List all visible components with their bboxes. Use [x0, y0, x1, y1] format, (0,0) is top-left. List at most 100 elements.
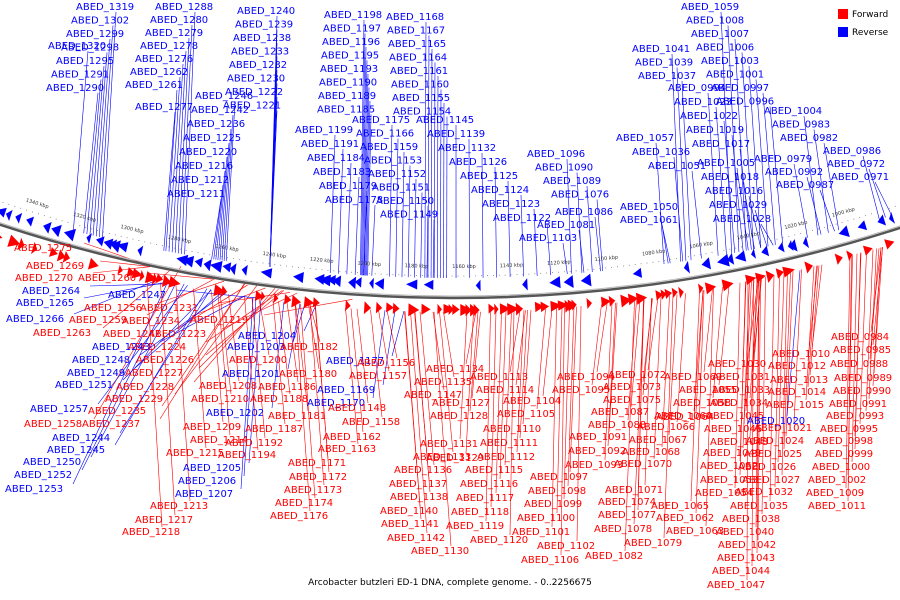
reverse-gene-label[interactable]: ABED_0971 [831, 172, 889, 183]
reverse-gene-label[interactable]: ABED_1247 [108, 290, 166, 301]
reverse-gene-label[interactable]: ABED_1191 [301, 139, 359, 150]
forward-gene-label[interactable]: ABED_1047 [707, 580, 765, 591]
reverse-gene-label[interactable]: ABED_1190 [319, 78, 377, 89]
reverse-gene-label[interactable]: ABED_1230 [227, 74, 285, 85]
forward-gene-label[interactable]: ABED_1065 [651, 501, 709, 512]
reverse-gene-label[interactable]: ABED_1261 [125, 80, 183, 91]
reverse-gene-label[interactable]: ABED_1089 [543, 176, 601, 187]
forward-gene-label[interactable]: ABED_1133 [413, 452, 471, 463]
reverse-gene-label[interactable]: ABED_1022 [680, 111, 738, 122]
forward-gene-label[interactable]: ABED_1000 [812, 462, 870, 473]
reverse-gene-label[interactable]: ABED_1203 [227, 342, 285, 353]
forward-gene-label[interactable]: ABED_1137 [389, 479, 447, 490]
reverse-gene-label[interactable]: ABED_1168 [386, 12, 444, 23]
forward-gene-label[interactable]: ABED_1215 [166, 448, 224, 459]
reverse-gene-label[interactable]: ABED_1076 [551, 190, 609, 201]
forward-gene-label[interactable]: ABED_1114 [476, 385, 534, 396]
forward-gene-label[interactable]: ABED_1258 [24, 419, 82, 430]
forward-gene-label[interactable]: ABED_1148 [328, 403, 386, 414]
forward-gene-label[interactable]: ABED_1031 [712, 372, 770, 383]
reverse-gene-label[interactable]: ABED_1145 [416, 115, 474, 126]
forward-gene-label[interactable]: ABED_1135 [414, 377, 472, 388]
forward-gene-label[interactable]: ABED_0995 [820, 424, 878, 435]
forward-gene-label[interactable]: ABED_1188 [250, 394, 308, 405]
forward-gene-label[interactable]: ABED_1087 [591, 407, 649, 418]
reverse-gene-label[interactable]: ABED_1096 [527, 149, 585, 160]
forward-gene-label[interactable]: ABED_1110 [483, 424, 541, 435]
forward-gene-label[interactable]: ABED_1077 [598, 510, 656, 521]
reverse-gene-label[interactable]: ABED_1211 [167, 189, 225, 200]
reverse-gene-label[interactable]: ABED_1205 [183, 463, 241, 474]
reverse-gene-label[interactable]: ABED_0986 [823, 146, 881, 157]
forward-gene-label[interactable]: ABED_1187 [245, 424, 303, 435]
reverse-gene-label[interactable]: ABED_1007 [691, 29, 749, 40]
reverse-gene-label[interactable]: ABED_1028 [713, 214, 771, 225]
reverse-gene-label[interactable]: ABED_1206 [178, 476, 236, 487]
reverse-gene-label[interactable]: ABED_1243 [92, 342, 150, 353]
forward-gene-label[interactable]: ABED_1180 [279, 369, 337, 380]
forward-gene-label[interactable]: ABED_1127 [432, 398, 490, 409]
reverse-gene-label[interactable]: ABED_1225 [183, 133, 241, 144]
forward-gene-label[interactable]: ABED_1106 [521, 555, 579, 566]
forward-gene-label[interactable]: ABED_1052 [700, 461, 758, 472]
forward-gene-label[interactable]: ABED_1097 [530, 472, 588, 483]
reverse-gene-label[interactable]: ABED_1189 [318, 91, 376, 102]
forward-gene-label[interactable]: ABED_1013 [770, 375, 828, 386]
forward-gene-label[interactable]: ABED_1075 [603, 395, 661, 406]
reverse-gene-label[interactable]: ABED_1201 [222, 369, 280, 380]
reverse-gene-label[interactable]: ABED_1252 [14, 470, 72, 481]
reverse-gene-label[interactable]: ABED_0997 [711, 83, 769, 94]
reverse-gene-label[interactable]: ABED_1175 [352, 115, 410, 126]
reverse-gene-label[interactable]: ABED_1264 [22, 286, 80, 297]
forward-gene-label[interactable]: ABED_1172 [289, 472, 347, 483]
reverse-gene-label[interactable]: ABED_1250 [23, 457, 81, 468]
forward-gene-label[interactable]: ABED_1101 [512, 527, 570, 538]
forward-gene-label[interactable]: ABED_1067 [629, 435, 687, 446]
reverse-gene-label[interactable]: ABED_1257 [30, 404, 88, 415]
reverse-gene-label[interactable]: ABED_1207 [175, 489, 233, 500]
forward-gene-label[interactable]: ABED_1015 [766, 400, 824, 411]
forward-gene-label[interactable]: ABED_1208 [199, 381, 257, 392]
reverse-gene-label[interactable]: ABED_1018 [701, 172, 759, 183]
forward-gene-label[interactable]: ABED_1079 [624, 538, 682, 549]
reverse-gene-label[interactable]: ABED_1005 [697, 158, 755, 169]
reverse-gene-label[interactable]: ABED_0996 [716, 97, 774, 108]
forward-gene-label[interactable]: ABED_1105 [497, 409, 555, 420]
reverse-gene-label[interactable]: ABED_1086 [555, 207, 613, 218]
forward-gene-label[interactable]: ABED_1186 [258, 382, 316, 393]
forward-gene-label[interactable]: ABED_1115 [465, 465, 523, 476]
forward-gene-label[interactable]: ABED_1142 [387, 533, 445, 544]
reverse-gene-label[interactable]: ABED_1183 [313, 167, 371, 178]
forward-gene-label[interactable]: ABED_1210 [191, 394, 249, 405]
reverse-gene-label[interactable]: ABED_1253 [5, 484, 63, 495]
reverse-gene-label[interactable]: ABED_1081 [537, 220, 595, 231]
reverse-gene-label[interactable]: ABED_1159 [360, 142, 418, 153]
reverse-gene-label[interactable]: ABED_1242 [191, 105, 249, 116]
reverse-gene-label[interactable]: ABED_1155 [392, 93, 450, 104]
reverse-gene-label[interactable]: ABED_1125 [460, 171, 518, 182]
reverse-gene-label[interactable]: ABED_1124 [471, 185, 529, 196]
reverse-gene-label[interactable]: ABED_1232 [229, 60, 287, 71]
forward-gene-label[interactable]: ABED_1045 [706, 411, 764, 422]
reverse-gene-label[interactable]: ABED_1036 [632, 147, 690, 158]
forward-gene-label[interactable]: ABED_0984 [831, 332, 889, 343]
forward-gene-label[interactable]: ABED_1058 [673, 398, 731, 409]
forward-gene-label[interactable]: ABED_1092 [568, 446, 626, 457]
forward-gene-label[interactable]: ABED_1038 [722, 514, 780, 525]
forward-gene-label[interactable]: ABED_1214 [190, 435, 248, 446]
forward-gene-label[interactable]: ABED_1156 [357, 358, 415, 369]
forward-gene-label[interactable]: ABED_1032 [735, 487, 793, 498]
forward-gene-label[interactable]: ABED_1229 [105, 394, 163, 405]
forward-gene-label[interactable]: ABED_1112 [477, 452, 535, 463]
forward-gene-label[interactable]: ABED_1213 [150, 501, 208, 512]
reverse-gene-label[interactable]: ABED_1029 [709, 200, 767, 211]
forward-gene-label[interactable]: ABED_1053 [700, 475, 758, 486]
forward-gene-label[interactable]: ABED_1055 [679, 385, 737, 396]
forward-gene-label[interactable]: ABED_1026 [738, 462, 796, 473]
reverse-gene-label[interactable]: ABED_1238 [233, 33, 291, 44]
forward-gene-label[interactable]: ABED_1071 [605, 485, 663, 496]
reverse-gene-label[interactable]: ABED_1004 [764, 106, 822, 117]
forward-gene-label[interactable]: ABED_1269 [26, 261, 84, 272]
forward-gene-label[interactable]: ABED_1064 [656, 412, 714, 423]
forward-gene-label[interactable]: ABED_1043 [717, 553, 775, 564]
